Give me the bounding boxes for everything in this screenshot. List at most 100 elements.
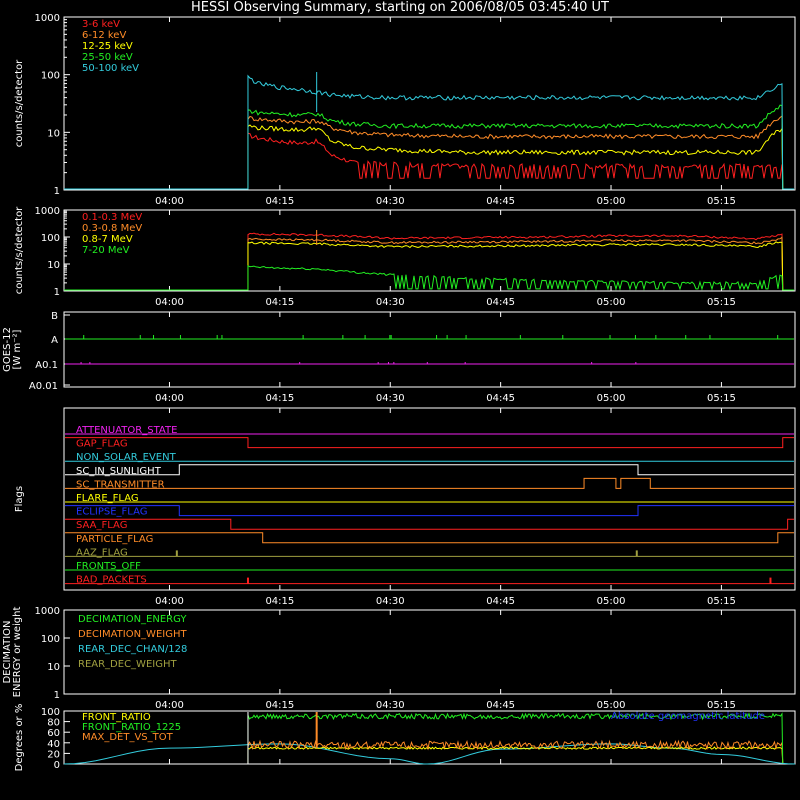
- y-tick-label: 100: [41, 707, 60, 718]
- x-tick-label: 04:30: [376, 700, 405, 711]
- flag-label: FLARE_FLAG: [76, 493, 139, 504]
- x-tick-label: 05:00: [597, 596, 626, 607]
- legend-entry: 7-20 MeV: [82, 245, 130, 256]
- x-tick-label: 04:45: [486, 393, 515, 404]
- x-tick-label: 04:45: [486, 196, 515, 207]
- y-tick-label: 100: [41, 71, 60, 82]
- y-tick-label: 1: [54, 186, 60, 197]
- flag-label: NON_SOLAR_EVENT: [76, 452, 177, 463]
- goes-frame: [63, 311, 796, 388]
- series-line: [247, 739, 784, 764]
- annotation-label: Absolute geomagnetic latitude: [611, 711, 765, 722]
- legend-entry: DECIMATION_ENERGY: [78, 614, 187, 625]
- y-tick-label: 20: [47, 749, 60, 760]
- x-tick-label: 04:15: [265, 297, 294, 308]
- y-tick-label: 10: [47, 260, 60, 271]
- x-tick-label: 04:45: [486, 700, 515, 711]
- series-line: [247, 746, 784, 764]
- y-tick-label: 1000: [35, 13, 60, 24]
- legend-entry: REAR_DEC_WEIGHT: [78, 659, 177, 670]
- legend-entry: 50-100 keV: [82, 63, 139, 74]
- y-tick-label: B: [51, 311, 58, 322]
- y-tick-label: 10: [47, 662, 60, 673]
- legend-entry: 6-12 keV: [82, 30, 126, 41]
- flag-line: [65, 532, 794, 544]
- y-tick-label: A: [51, 335, 58, 346]
- series-line: [64, 236, 794, 291]
- legend-entry: FRONT_RATIO: [82, 712, 151, 723]
- series-line: [64, 265, 794, 291]
- lo-energy-ylabel: counts/s/detector: [14, 59, 25, 147]
- flag-label: ECLIPSE_FLAG: [76, 507, 147, 518]
- series-line: [63, 743, 796, 765]
- flag-line: [65, 477, 794, 489]
- series-line: [64, 74, 794, 190]
- x-tick-label: 04:45: [486, 596, 515, 607]
- flags-ylabel: Flags: [14, 486, 25, 512]
- y-tick-label: 80: [47, 718, 60, 729]
- x-tick-label: 05:15: [707, 393, 736, 404]
- y-tick-label: 1000: [35, 606, 60, 617]
- series-line: [64, 232, 794, 291]
- x-tick-label: 04:15: [265, 596, 294, 607]
- x-tick-label: 04:00: [155, 196, 184, 207]
- decimation-ylabel: ENERGY or weight: [12, 607, 23, 698]
- flag-label: PARTICLE_FLAG: [76, 534, 153, 545]
- series-line: [64, 132, 794, 190]
- legend-entry: DECIMATION_WEIGHT: [78, 629, 187, 640]
- y-tick-label: 10: [47, 128, 60, 139]
- plot-title: HESSI Observing Summary, starting on 200…: [191, 0, 609, 15]
- legend-entry: MAX_DET_VS_TOT: [82, 732, 174, 743]
- decimation-frame: [63, 609, 796, 695]
- series-line: [64, 104, 794, 190]
- lo-energy-frame: [63, 16, 796, 191]
- y-tick-label: 40: [47, 739, 60, 750]
- y-tick-label: 0: [54, 760, 60, 771]
- legend-entry: 0.3-0.8 MeV: [82, 223, 142, 234]
- legend-entry: 0.1-0.3 MeV: [82, 212, 142, 223]
- x-tick-label: 05:00: [597, 297, 626, 308]
- legend-entry: FRONT_RATIO_1225: [82, 722, 181, 733]
- x-tick-label: 04:30: [376, 297, 405, 308]
- y-tick-label: 60: [47, 728, 60, 739]
- legend-entry: 0.8-7 MeV: [82, 234, 133, 245]
- goes-ylabel: [W m⁻²]: [12, 329, 23, 369]
- y-tick-label: 1000: [35, 206, 60, 217]
- x-tick-label: 04:30: [376, 196, 405, 207]
- x-tick-label: 05:00: [597, 196, 626, 207]
- x-tick-label: 04:00: [155, 700, 184, 711]
- flags-frame: [63, 407, 796, 591]
- x-tick-label: 05:15: [707, 596, 736, 607]
- series-line: [247, 712, 784, 764]
- x-tick-label: 04:00: [155, 297, 184, 308]
- flag-label: SC_TRANSMITTER: [76, 479, 165, 490]
- flag-label: GAP_FLAG: [76, 439, 128, 450]
- decimation-ylabel: DECIMATION: [2, 620, 13, 683]
- flag-label: SAA_FLAG: [76, 520, 127, 531]
- y-tick-label: A0.01: [29, 381, 58, 392]
- x-tick-label: 04:00: [155, 393, 184, 404]
- flag-label: FRONTS_OFF: [76, 561, 141, 572]
- x-tick-label: 04:15: [265, 700, 294, 711]
- x-tick-label: 05:00: [597, 700, 626, 711]
- x-tick-label: 05:15: [707, 700, 736, 711]
- x-tick-label: 04:45: [486, 297, 515, 308]
- flag-label: BAD_PACKETS: [76, 575, 147, 586]
- flag-line: [65, 437, 794, 449]
- ratios-ylabel: Degrees or %: [14, 704, 25, 772]
- legend-entry: 3-6 keV: [82, 19, 120, 30]
- legend-entry: 25-50 keV: [82, 52, 133, 63]
- flag-line: [65, 505, 794, 517]
- y-tick-label: 100: [41, 233, 60, 244]
- y-tick-label: 1: [54, 690, 60, 701]
- x-tick-label: 05:15: [707, 196, 736, 207]
- flag-line: [65, 464, 794, 476]
- legend-entry: REAR_DEC_CHAN/128: [78, 644, 187, 655]
- goes-ylabel: GOES-12: [2, 327, 13, 372]
- x-tick-label: 04:15: [265, 393, 294, 404]
- hi-energy-frame: [63, 209, 796, 292]
- x-tick-label: 04:30: [376, 393, 405, 404]
- flag-line: [65, 518, 794, 530]
- y-tick-label: 100: [41, 634, 60, 645]
